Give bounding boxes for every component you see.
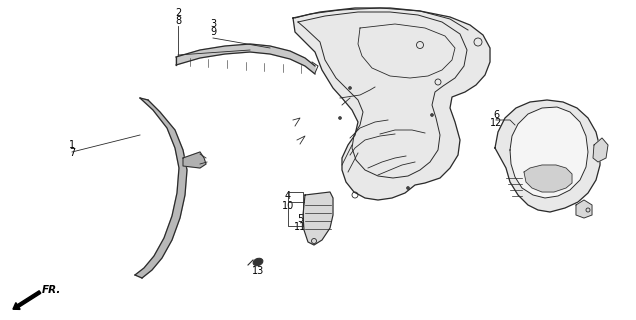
Text: 13: 13 [252,266,264,276]
FancyArrow shape [13,291,41,309]
Circle shape [349,86,352,90]
Polygon shape [135,98,187,278]
Ellipse shape [253,258,263,266]
Polygon shape [510,107,588,198]
Polygon shape [303,192,333,245]
Polygon shape [524,165,572,192]
Text: 4: 4 [285,191,291,201]
Polygon shape [293,8,490,200]
Text: 5: 5 [297,214,303,224]
Circle shape [406,187,410,189]
Circle shape [431,114,434,116]
Circle shape [338,116,342,119]
Text: 7: 7 [69,148,75,158]
Polygon shape [495,100,600,212]
Polygon shape [593,138,608,162]
Text: 10: 10 [282,201,294,211]
Text: 8: 8 [175,16,181,26]
Polygon shape [176,44,315,74]
Text: 2: 2 [175,8,181,18]
Polygon shape [183,152,206,168]
Text: 12: 12 [490,118,502,128]
Text: 6: 6 [493,110,499,120]
Text: 9: 9 [210,27,216,37]
Text: 11: 11 [294,222,306,232]
Polygon shape [576,200,592,218]
Text: 3: 3 [210,19,216,29]
Text: 1: 1 [69,140,75,150]
Text: FR.: FR. [42,285,62,295]
